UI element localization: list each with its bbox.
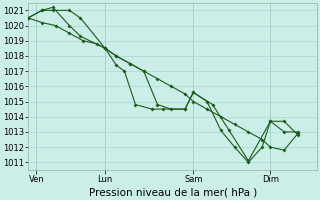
- X-axis label: Pression niveau de la mer( hPa ): Pression niveau de la mer( hPa ): [89, 187, 257, 197]
